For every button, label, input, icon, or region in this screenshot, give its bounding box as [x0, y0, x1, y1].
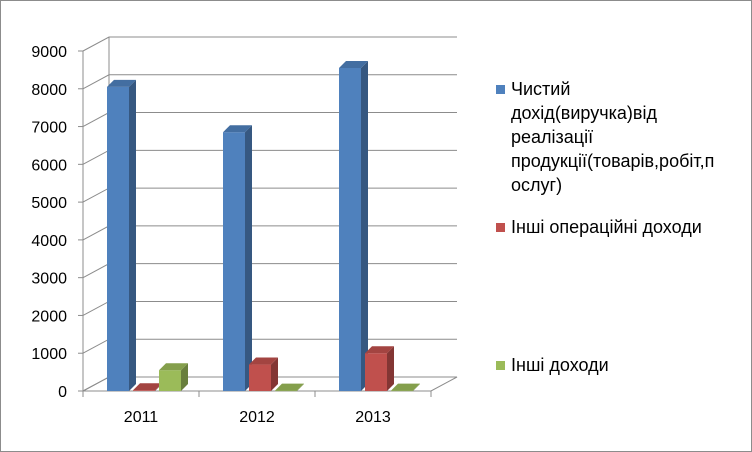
y-tick-label: 6000: [31, 157, 67, 174]
y-tick-label: 1000: [31, 346, 67, 363]
bar-2013-series-3: [391, 383, 420, 392]
bar-side: [413, 383, 420, 391]
bar-side: [181, 363, 188, 391]
bar-2012-series-1: [223, 125, 252, 391]
y-tick-label: 2000: [31, 308, 67, 325]
bar-2011-series-3: [159, 363, 188, 391]
bar-side: [297, 383, 304, 391]
legend-swatch-icon: [496, 361, 505, 370]
y-tick-label: 0: [58, 384, 67, 401]
bar-2011-series-1: [107, 79, 136, 391]
bar-side: [129, 79, 136, 391]
legend-item-other-operating-income: Інші операційні доходи: [496, 215, 726, 239]
bar-side: [245, 125, 252, 391]
bar-front: [339, 68, 361, 391]
chart-walls: [82, 37, 458, 392]
y-tick-label: 7000: [31, 120, 67, 137]
x-axis-category-labels: 2011 2012 2013: [124, 409, 391, 426]
x-tick-label: 2011: [124, 409, 159, 426]
bar-front: [365, 353, 387, 391]
y-tick-label: 4000: [31, 233, 67, 250]
bar-top: [249, 357, 278, 365]
legend-label: Інші операційні доходи: [511, 217, 702, 237]
bar-top: [133, 383, 162, 391]
bar-side: [387, 346, 394, 391]
bar-top: [275, 383, 304, 391]
bar-front: [275, 390, 297, 392]
bar-2013-series-2: [365, 346, 394, 391]
bar-front: [249, 364, 271, 391]
bar-2012-series-3: [275, 383, 304, 392]
y-tick-label: 8000: [31, 82, 67, 99]
bar-top: [391, 383, 420, 391]
y-tick-label: 5000: [31, 195, 67, 212]
bar-side: [361, 61, 368, 391]
bar-top: [159, 363, 188, 371]
bar-top: [339, 61, 368, 68]
bar-top: [107, 79, 136, 87]
back-wall: [109, 37, 457, 377]
legend-label: Чистий дохід(виручка)від реалізації прод…: [511, 79, 715, 195]
x-tick-label: 2013: [355, 409, 391, 426]
legend-item-net-revenue: Чистий дохід(виручка)від реалізації прод…: [496, 77, 726, 197]
bar-front: [159, 370, 181, 391]
legend-item-other-income: Інші доходи: [496, 353, 726, 377]
bar-front: [107, 86, 129, 391]
y-axis-tick-labels: 0 1000 2000 3000 4000 5000 6000 7000 8000 9000: [31, 44, 67, 401]
bar-front: [391, 390, 413, 392]
bar-top: [365, 346, 394, 354]
bar-2012-series-2: [249, 357, 278, 391]
x-tick-label: 2012: [239, 409, 275, 426]
bar-2013-series-1: [339, 61, 368, 391]
y-tick-label: 3000: [31, 271, 67, 288]
legend-label: Інші доходи: [511, 355, 609, 375]
legend-swatch-icon: [496, 85, 505, 94]
bar-top: [223, 125, 252, 133]
legend-swatch-icon: [496, 223, 505, 232]
bar-side: [271, 357, 278, 391]
bars: [107, 61, 420, 392]
y-tick-label: 9000: [31, 44, 67, 61]
bar-front: [133, 390, 155, 391]
bar-front: [223, 132, 245, 391]
